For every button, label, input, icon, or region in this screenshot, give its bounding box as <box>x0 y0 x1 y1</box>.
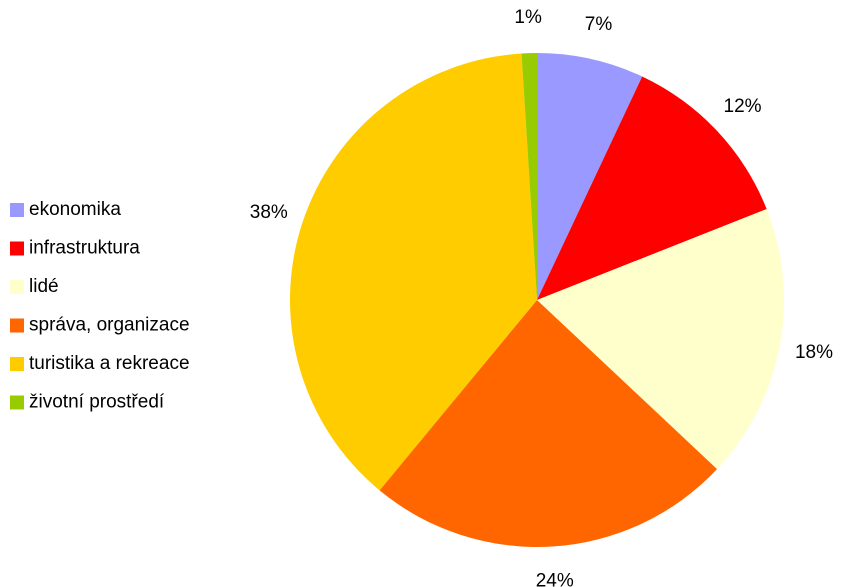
legend-swatch <box>10 203 24 217</box>
legend-swatch <box>10 241 24 256</box>
data-label: 12% <box>724 96 762 117</box>
legend-swatch <box>10 395 24 410</box>
legend-label: správa, organizace <box>29 315 190 336</box>
pie-slice <box>537 53 643 300</box>
legend-swatch <box>10 318 24 333</box>
legend-label: turistika a rekreace <box>29 353 190 374</box>
pie-slice <box>537 209 784 470</box>
legend-label: infrastruktura <box>29 238 140 259</box>
data-label: 18% <box>795 342 833 363</box>
data-label: 1% <box>514 7 542 28</box>
data-label: 24% <box>536 570 574 587</box>
pie-slice <box>521 53 537 300</box>
pie-slice <box>289 53 537 491</box>
pie-slice <box>379 300 718 547</box>
data-label: 38% <box>250 202 288 223</box>
pie-slice <box>537 76 767 300</box>
legend-label: životní prostředí <box>29 392 165 413</box>
legend-swatch <box>10 357 24 371</box>
legend-swatch <box>10 280 24 294</box>
data-label: 7% <box>585 14 613 35</box>
legend-label: lidé <box>29 276 59 297</box>
legend-label: ekonomika <box>29 199 121 220</box>
